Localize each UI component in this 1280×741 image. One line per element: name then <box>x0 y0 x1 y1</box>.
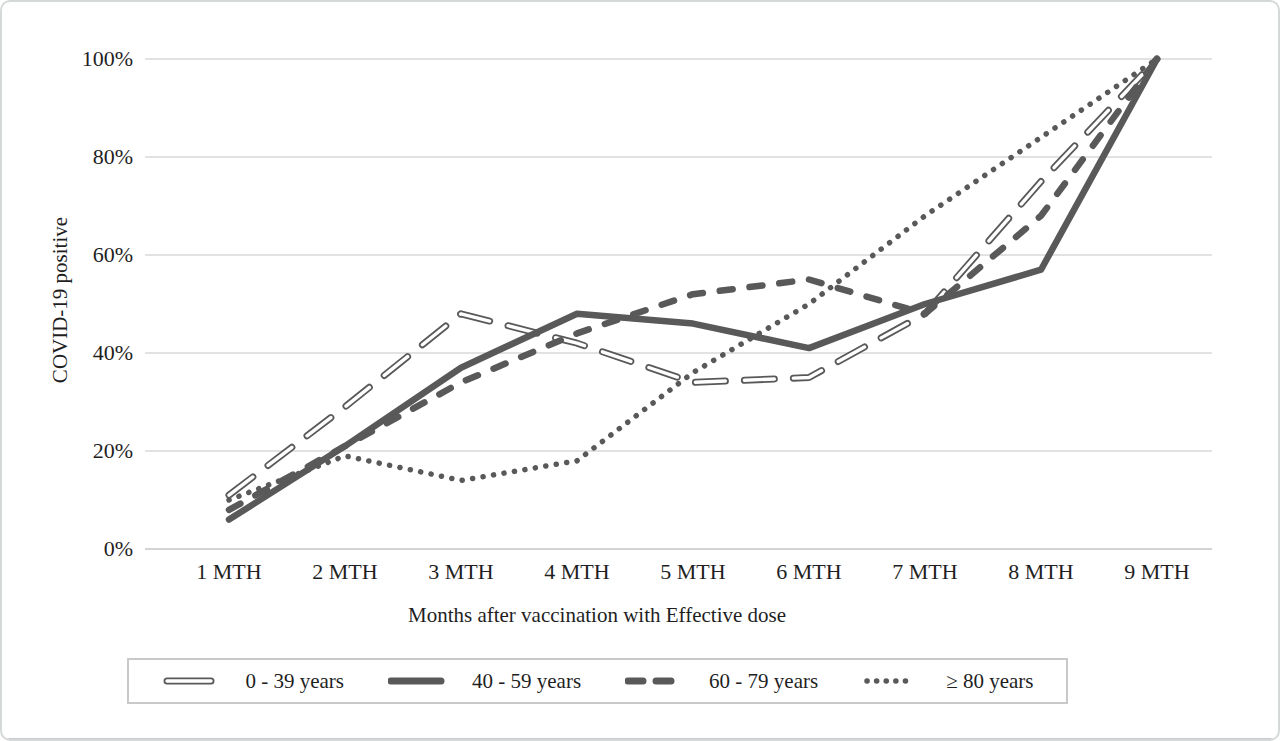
x-tick-label: 1 MTH <box>169 559 289 585</box>
x-tick-label: 7 MTH <box>865 559 985 585</box>
y-tick-label: 80% <box>93 144 133 170</box>
x-tick-label: 3 MTH <box>401 559 521 585</box>
chart-card: 0% 20% 40% 60% 80% 100% 1 MTH2 MTH3 MTH4 MTH5… <box>0 0 1280 741</box>
outlined-dash-line-icon <box>161 673 219 689</box>
x-axis-title: Months after vaccination with Effective … <box>317 603 877 628</box>
y-tick-label: 40% <box>93 340 133 366</box>
y-tick-label: 20% <box>93 438 133 464</box>
legend-label: 40 - 59 years <box>472 669 581 694</box>
legend-label: 0 - 39 years <box>245 669 344 694</box>
legend-label: ≥ 80 years <box>946 669 1033 694</box>
x-tick-label: 6 MTH <box>749 559 869 585</box>
series-line-60-79-years <box>229 59 1157 510</box>
x-tick-label: 4 MTH <box>517 559 637 585</box>
solid-line-icon <box>388 673 446 689</box>
dotted-line-icon <box>862 673 920 689</box>
legend-item-60-79-years: 60 - 79 years <box>625 669 818 694</box>
x-tick-label: 2 MTH <box>285 559 405 585</box>
dashed-line-icon <box>625 673 683 689</box>
legend-item-40-59-years: 40 - 59 years <box>388 669 581 694</box>
legend-label: 60 - 79 years <box>709 669 818 694</box>
chart-canvas <box>2 2 1280 741</box>
legend-item-0-39-years: 0 - 39 years <box>161 669 344 694</box>
x-tick-label: 8 MTH <box>981 559 1101 585</box>
y-axis-title: COVID-19 positive <box>48 217 73 383</box>
y-tick-label: 100% <box>82 46 133 72</box>
x-tick-label: 5 MTH <box>633 559 753 585</box>
y-tick-label: 0% <box>104 536 133 562</box>
y-tick-label: 60% <box>93 242 133 268</box>
x-tick-label: 9 MTH <box>1097 559 1217 585</box>
legend-item-80-years: ≥ 80 years <box>862 669 1033 694</box>
legend: 0 - 39 years 40 - 59 years 60 - 79 years ≥ … <box>127 658 1068 704</box>
